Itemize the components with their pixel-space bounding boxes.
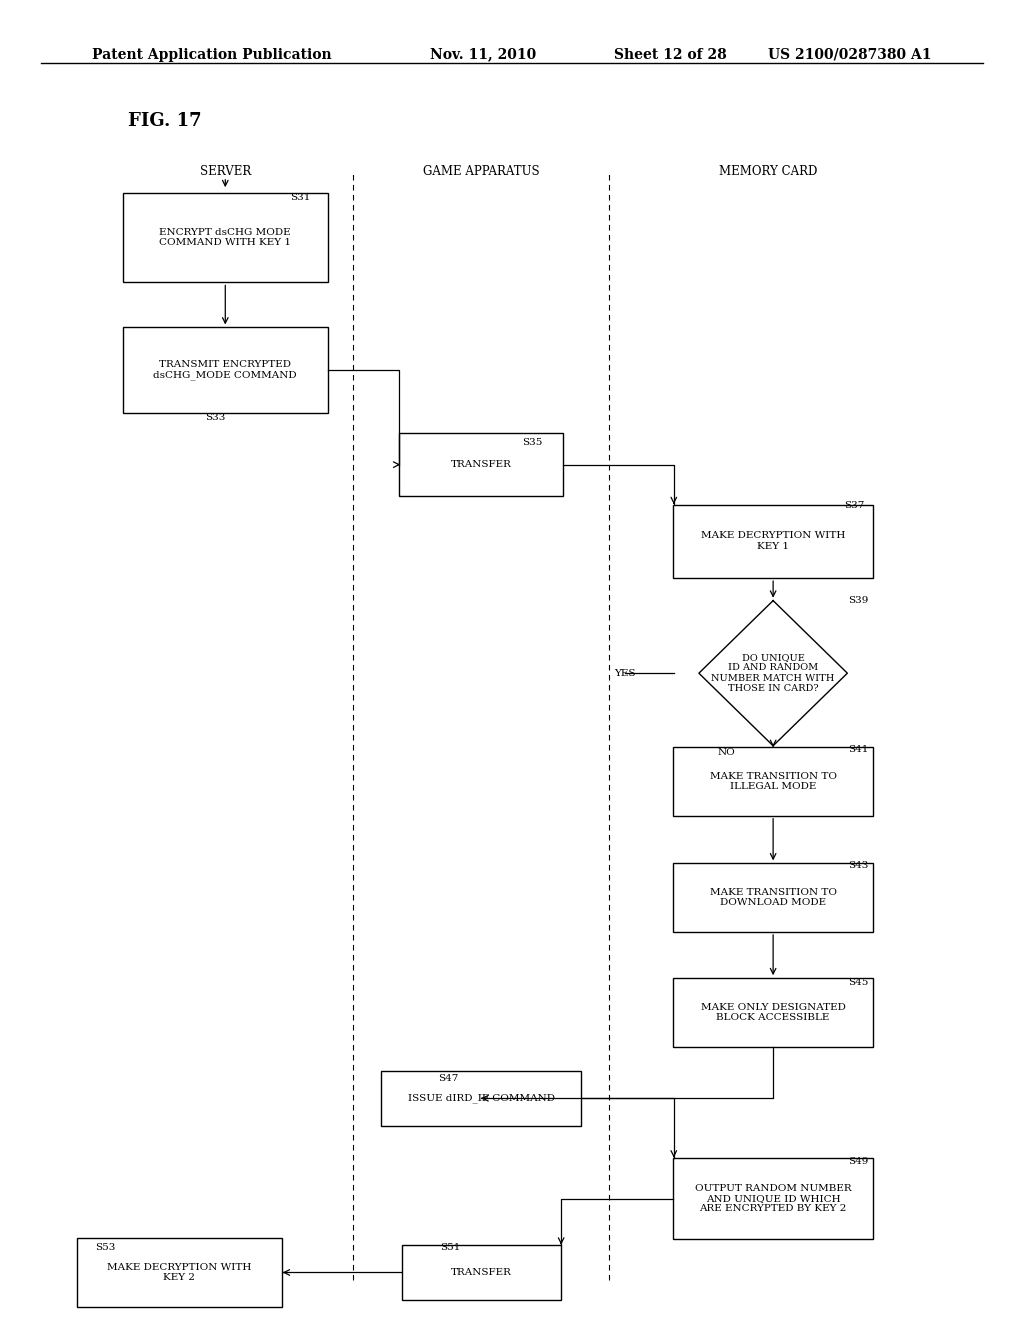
Text: NO: NO — [718, 748, 735, 756]
Text: TRANSFER: TRANSFER — [451, 461, 512, 469]
Text: MEMORY CARD: MEMORY CARD — [719, 165, 817, 178]
Text: DO UNIQUE
ID AND RANDOM
NUMBER MATCH WITH
THOSE IN CARD?: DO UNIQUE ID AND RANDOM NUMBER MATCH WIT… — [712, 653, 835, 693]
Text: S47: S47 — [438, 1074, 459, 1082]
Text: MAKE DECRYPTION WITH
KEY 2: MAKE DECRYPTION WITH KEY 2 — [108, 1263, 251, 1282]
Text: S51: S51 — [440, 1243, 461, 1251]
Text: ISSUE dIRD_IF COMMAND: ISSUE dIRD_IF COMMAND — [408, 1093, 555, 1104]
Text: MAKE DECRYPTION WITH
KEY 1: MAKE DECRYPTION WITH KEY 1 — [701, 532, 845, 550]
Text: Patent Application Publication: Patent Application Publication — [92, 48, 332, 62]
Text: S35: S35 — [522, 438, 543, 446]
Text: S49: S49 — [848, 1158, 868, 1166]
Text: S41: S41 — [848, 746, 868, 754]
Text: FIG. 17: FIG. 17 — [128, 112, 202, 131]
FancyBboxPatch shape — [674, 747, 872, 816]
Text: S43: S43 — [848, 862, 868, 870]
Text: MAKE TRANSITION TO
ILLEGAL MODE: MAKE TRANSITION TO ILLEGAL MODE — [710, 772, 837, 791]
Text: S53: S53 — [95, 1243, 116, 1251]
Text: S31: S31 — [290, 194, 310, 202]
Text: S33: S33 — [205, 413, 225, 421]
Text: S37: S37 — [844, 502, 864, 510]
Text: GAME APPARATUS: GAME APPARATUS — [423, 165, 540, 178]
FancyBboxPatch shape — [123, 193, 328, 282]
Text: MAKE ONLY DESIGNATED
BLOCK ACCESSIBLE: MAKE ONLY DESIGNATED BLOCK ACCESSIBLE — [700, 1003, 846, 1022]
FancyBboxPatch shape — [674, 978, 872, 1047]
Text: YES: YES — [614, 669, 636, 677]
FancyBboxPatch shape — [123, 327, 328, 412]
Text: S39: S39 — [848, 597, 868, 605]
FancyBboxPatch shape — [674, 1158, 872, 1239]
Text: SERVER: SERVER — [200, 165, 251, 178]
FancyBboxPatch shape — [401, 1245, 561, 1300]
FancyBboxPatch shape — [77, 1238, 282, 1307]
Text: TRANSMIT ENCRYPTED
dsCHG_MODE COMMAND: TRANSMIT ENCRYPTED dsCHG_MODE COMMAND — [154, 359, 297, 380]
Text: S45: S45 — [848, 978, 868, 986]
FancyBboxPatch shape — [399, 433, 563, 496]
FancyBboxPatch shape — [674, 504, 872, 578]
Text: OUTPUT RANDOM NUMBER
AND UNIQUE ID WHICH
ARE ENCRYPTED BY KEY 2: OUTPUT RANDOM NUMBER AND UNIQUE ID WHICH… — [695, 1184, 851, 1213]
FancyBboxPatch shape — [381, 1071, 581, 1126]
Text: US 2100/0287380 A1: US 2100/0287380 A1 — [768, 48, 932, 62]
Text: MAKE TRANSITION TO
DOWNLOAD MODE: MAKE TRANSITION TO DOWNLOAD MODE — [710, 888, 837, 907]
Text: Sheet 12 of 28: Sheet 12 of 28 — [614, 48, 727, 62]
Text: TRANSFER: TRANSFER — [451, 1269, 512, 1276]
FancyBboxPatch shape — [674, 863, 872, 932]
Text: Nov. 11, 2010: Nov. 11, 2010 — [430, 48, 537, 62]
Text: ENCRYPT dsCHG MODE
COMMAND WITH KEY 1: ENCRYPT dsCHG MODE COMMAND WITH KEY 1 — [160, 228, 291, 247]
